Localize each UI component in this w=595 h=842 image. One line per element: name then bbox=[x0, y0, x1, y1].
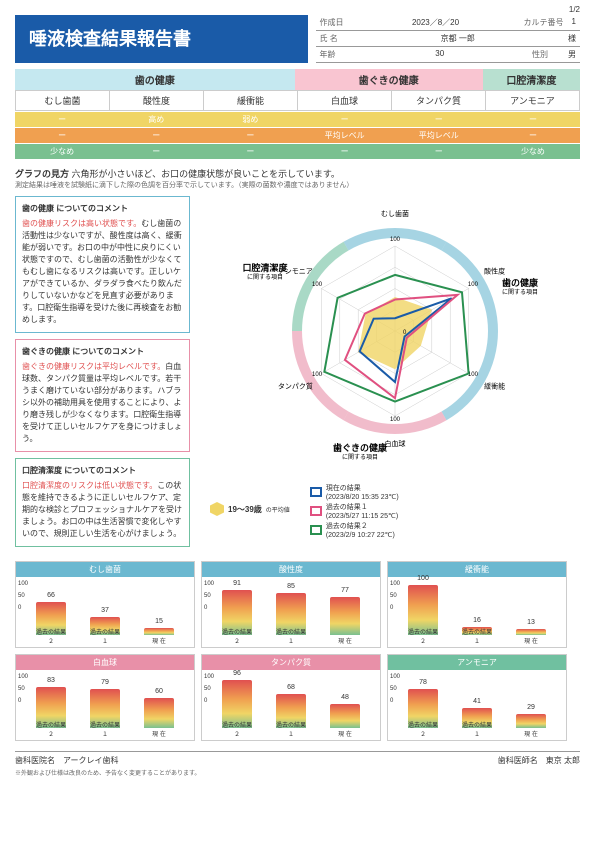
legend: 現在の結果(2023/8/20 15:35 23℃)過去の結果１(2023/5/… bbox=[310, 482, 399, 540]
karte-value: 1 bbox=[572, 17, 576, 28]
svg-text:100: 100 bbox=[312, 372, 323, 378]
disclaimer: ※外観および仕様は改良のため、予告なく変更することがあります。 bbox=[15, 768, 580, 777]
doctor-value: 東京 太郎 bbox=[546, 756, 580, 765]
date-label: 作成日 bbox=[320, 17, 348, 28]
patient-meta: 作成日 2023／8／20 カルテ番号 1 氏 名京都 一郎様 年齢 30 性別男 bbox=[316, 15, 581, 63]
date-value: 2023／8／20 bbox=[356, 17, 516, 28]
graph-note-title: グラフの見方 bbox=[15, 169, 69, 179]
age-value: 30 bbox=[356, 49, 525, 60]
svg-text:歯ぐきの健康: 歯ぐきの健康 bbox=[333, 442, 388, 453]
avg-badge: 19～39歳の平均値 bbox=[210, 484, 290, 534]
svg-text:緩衝能: 緩衝能 bbox=[484, 382, 505, 391]
level-grid: ー高め弱めーーーーーー平均レベル平均レベルー少なめーーーー少なめ bbox=[15, 112, 580, 159]
karte-label: カルテ番号 bbox=[524, 17, 564, 28]
svg-text:酸性度: 酸性度 bbox=[484, 267, 505, 276]
clinic-value: アークレイ歯科 bbox=[63, 756, 119, 765]
svg-text:100: 100 bbox=[390, 237, 401, 243]
doctor-label: 歯科医師名 bbox=[498, 756, 538, 765]
item-row: むし歯菌酸性度緩衝能白血球タンパク質アンモニア bbox=[15, 90, 580, 111]
sex-value: 男 bbox=[568, 49, 576, 60]
svg-text:100: 100 bbox=[390, 417, 401, 423]
radar-area: むし歯菌100酸性度100緩衝能100白血球100タンパク質100アンモニア10… bbox=[210, 196, 580, 496]
honorific: 様 bbox=[568, 33, 576, 44]
svg-text:歯の健康: 歯の健康 bbox=[502, 277, 539, 288]
report-title: 唾液検査結果報告書 bbox=[15, 15, 308, 63]
name-value: 京都 一郎 bbox=[356, 33, 561, 44]
svg-text:に関する項目: に関する項目 bbox=[502, 289, 538, 296]
category-header: 歯の健康歯ぐきの健康口腔清潔度 bbox=[15, 69, 580, 90]
hex-icon bbox=[210, 502, 224, 516]
comments-column: 歯の健康 についてのコメント歯の健康リスクは高い状態です。むし歯菌の活動性は少な… bbox=[15, 196, 190, 553]
graph-subnote: 測定結果は唾液を試験紙に滴下した際の色調を百分率で示しています。（実際の菌数や濃… bbox=[15, 180, 580, 190]
footer: 歯科医院名 アークレイ歯科 歯科医師名 東京 太郎 bbox=[15, 751, 580, 766]
svg-text:に関する項目: に関する項目 bbox=[247, 274, 283, 281]
graph-note: 六角形が小さいほど、お口の健康状態が良いことを示しています。 bbox=[72, 169, 340, 179]
svg-text:100: 100 bbox=[312, 282, 323, 288]
svg-text:100: 100 bbox=[468, 282, 479, 288]
radar-chart: むし歯菌100酸性度100緩衝能100白血球100タンパク質100アンモニア10… bbox=[210, 196, 580, 476]
svg-text:タンパク質: タンパク質 bbox=[278, 382, 313, 391]
svg-text:むし歯菌: むし歯菌 bbox=[381, 209, 409, 218]
mini-charts: むし歯菌10050066過去の結果２37過去の結果１15現 在酸性度100500… bbox=[15, 561, 580, 741]
clinic-label: 歯科医院名 bbox=[15, 756, 55, 765]
sex-label: 性別 bbox=[532, 49, 560, 60]
svg-text:白血球: 白血球 bbox=[385, 439, 406, 448]
page-number: 1/2 bbox=[569, 5, 580, 14]
age-label: 年齢 bbox=[320, 49, 348, 60]
svg-text:口腔清潔度: 口腔清潔度 bbox=[242, 262, 288, 273]
name-label: 氏 名 bbox=[320, 33, 348, 44]
svg-text:に関する項目: に関する項目 bbox=[342, 454, 378, 461]
